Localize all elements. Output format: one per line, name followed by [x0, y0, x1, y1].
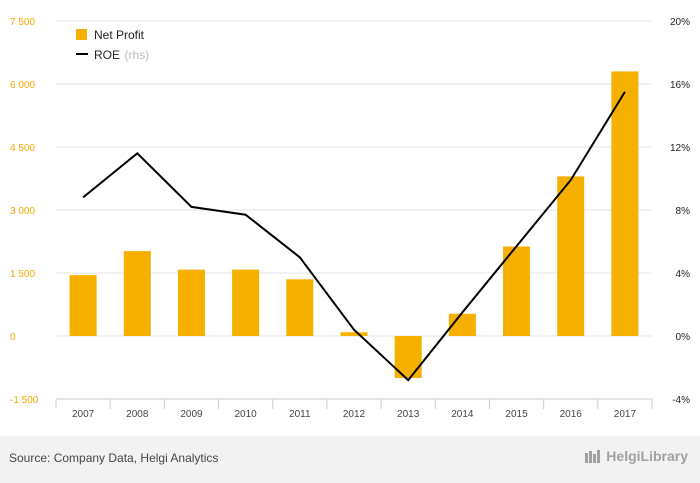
source-note: Source: Company Data, Helgi Analytics	[9, 451, 219, 465]
bar-net-profit	[177, 269, 205, 336]
left-tick-label: 0	[10, 332, 16, 343]
line-roe	[82, 91, 626, 382]
footer-bar	[0, 436, 700, 483]
legend-label-roe-suffix: (rhs)	[124, 48, 149, 62]
x-tick-label: 2008	[126, 409, 149, 420]
legend-label-roe-name: ROE	[94, 48, 120, 62]
net-profit-bars	[69, 71, 639, 378]
x-tick-label: 2015	[505, 409, 528, 420]
bar-net-profit	[286, 279, 314, 336]
legend: Net Profit ROE (rhs)	[76, 28, 149, 63]
roe-line	[82, 91, 626, 382]
x-tick-label: 2014	[451, 409, 474, 420]
x-tick-label: 2012	[343, 409, 366, 420]
legend-label-net-profit: Net Profit	[94, 28, 145, 42]
right-tick-label: 20%	[670, 17, 690, 28]
bar-net-profit	[340, 332, 368, 336]
left-tick-label: 3 000	[10, 206, 35, 217]
bar-net-profit	[503, 246, 531, 336]
right-tick-label: 8%	[676, 206, 691, 217]
right-axis-ticks: -4% 0% 4% 8% 12% 16% 20%	[670, 17, 690, 406]
x-tick-label: 2007	[72, 409, 95, 420]
x-tick-label: 2010	[235, 409, 258, 420]
right-tick-label: -4%	[672, 395, 690, 406]
left-tick-label: 6 000	[10, 80, 35, 91]
left-axis-ticks: -1 500 0 1 500 3 000 4 500 6 000 7 500	[10, 17, 39, 406]
x-axis: 2007 2008 2009 2010 2011 2012 2013 2014 2015 2016…	[55, 398, 653, 420]
x-tick-label: 2011	[289, 409, 311, 420]
bar-net-profit	[557, 176, 585, 336]
gridlines	[56, 20, 652, 400]
left-tick-label: 4 500	[10, 143, 35, 154]
bar-net-profit	[232, 269, 260, 336]
right-tick-label: 4%	[676, 269, 691, 280]
bar-net-profit	[611, 71, 639, 337]
x-tick-label: 2017	[614, 409, 637, 420]
library-icon	[585, 450, 601, 463]
right-tick-label: 16%	[670, 80, 690, 91]
chart: -1 500 0 1 500 3 000 4 500 6 000 7 500 -4% 0% 4%…	[10, 17, 690, 420]
x-tick-label: 2016	[560, 409, 583, 420]
left-tick-label: 1 500	[10, 269, 35, 280]
left-tick-label: -1 500	[10, 395, 39, 406]
right-tick-label: 0%	[676, 332, 691, 343]
left-tick-label: 7 500	[10, 17, 35, 28]
brand-logo: HelgiLibrary	[584, 448, 688, 464]
brand-name: HelgiLibrary	[606, 448, 688, 464]
x-tick-label: 2013	[397, 409, 420, 420]
bar-net-profit	[69, 275, 97, 336]
x-tick-label: 2009	[180, 409, 203, 420]
right-tick-label: 12%	[670, 143, 690, 154]
legend-swatch-net-profit	[76, 29, 87, 40]
legend-label-roe: ROE (rhs)	[94, 46, 149, 63]
bar-net-profit	[123, 251, 151, 336]
